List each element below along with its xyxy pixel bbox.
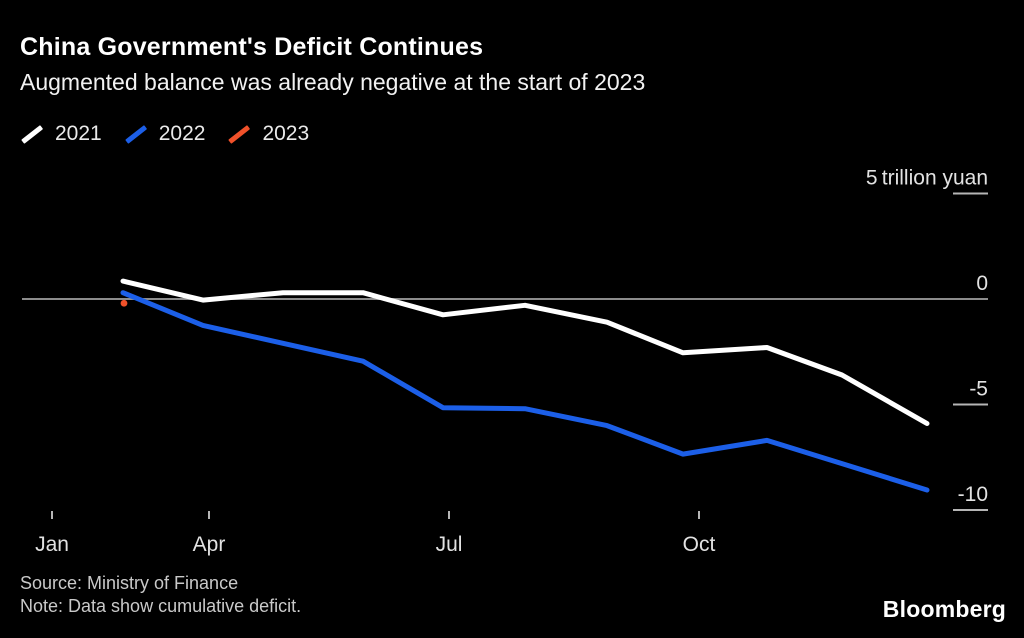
legend-item-label: 2022: [158, 122, 206, 145]
x-tick-label: Jul: [436, 533, 463, 556]
legend-item-2022: 2022: [124, 122, 206, 146]
x-tick-label: Oct: [683, 533, 716, 556]
legend-item-label: 2023: [262, 122, 310, 145]
series-line-2022: [120, 290, 930, 493]
x-tick-label: Apr: [193, 533, 226, 556]
legend-item-label: 2021: [55, 122, 102, 145]
legend-item-2021: 2021: [20, 122, 102, 146]
y-tick-label: -10: [958, 483, 988, 506]
y-tick-label: -5: [969, 378, 988, 401]
source-text: Source: Ministry of Finance: [20, 573, 239, 593]
chart-subtitle: Augmented balance was already negative a…: [20, 69, 646, 95]
x-tick-label: Jan: [35, 533, 69, 556]
series-point-2023: [120, 299, 128, 307]
bloomberg-logo: Bloomberg: [882, 596, 1006, 622]
legend-item-2023: 2023: [227, 122, 309, 146]
y-tick-label: 0: [976, 272, 988, 295]
y-tick-label: 5 trillion yuan: [866, 167, 988, 190]
chart-title: China Government's Deficit Continues: [20, 33, 484, 61]
series-line-2021: [120, 278, 930, 426]
legend: 2021 2022 2023: [20, 122, 309, 146]
note-text: Note: Data show cumulative deficit.: [20, 596, 302, 616]
